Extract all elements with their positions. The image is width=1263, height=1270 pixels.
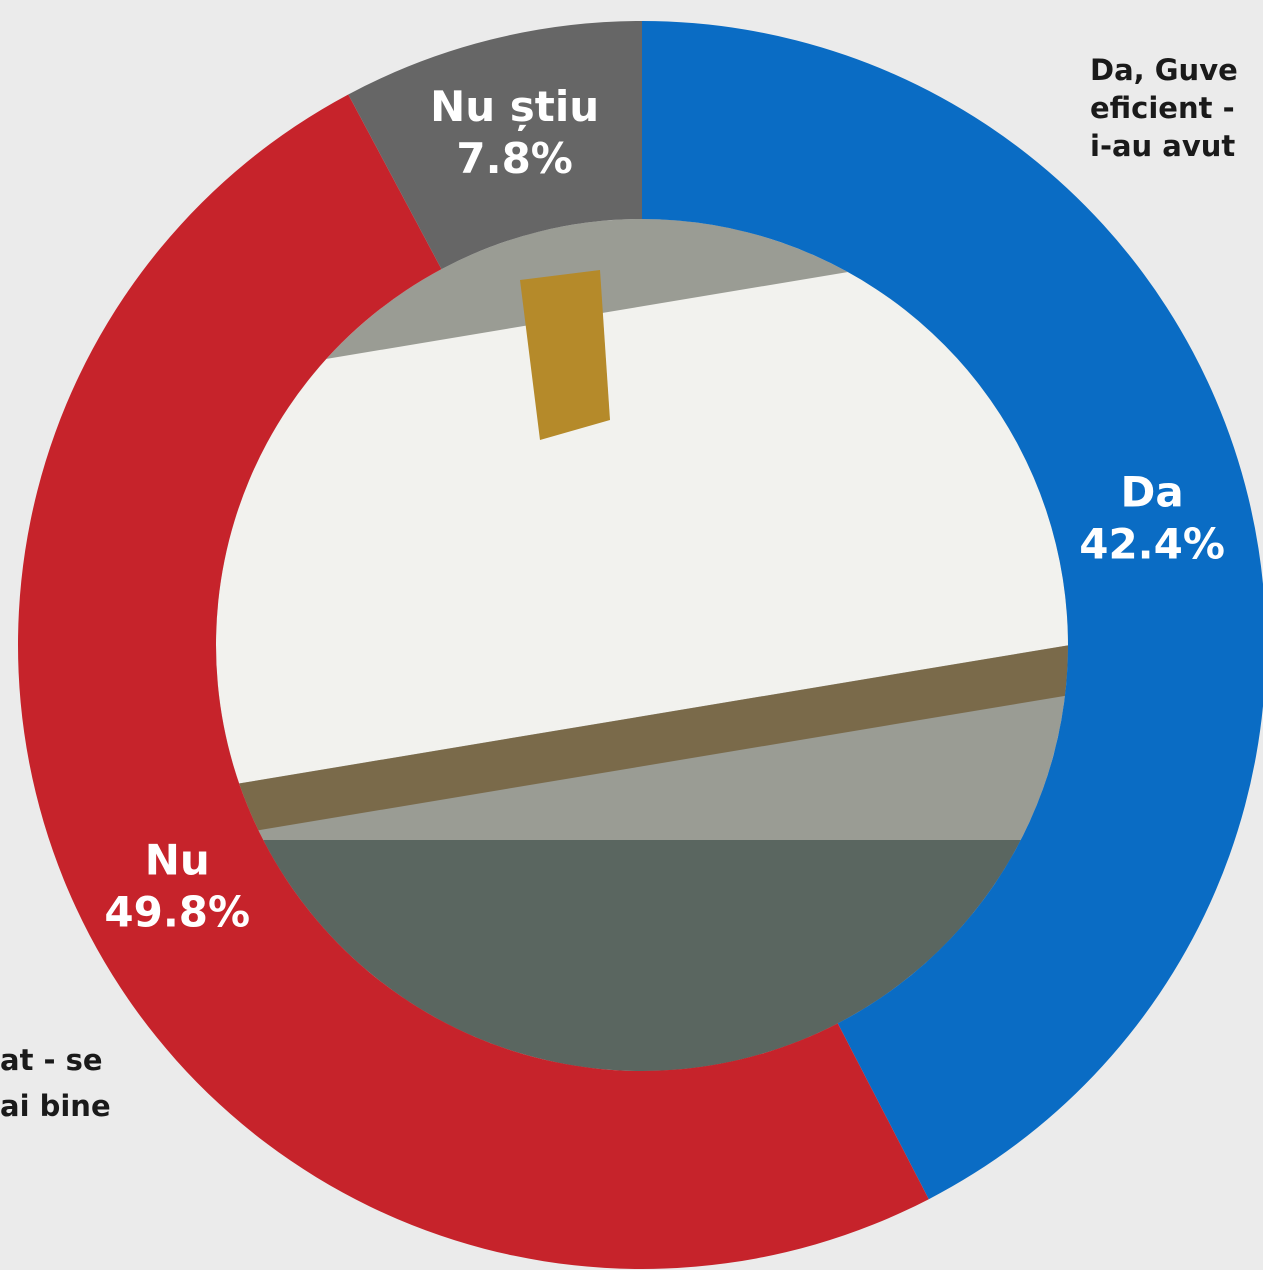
- donut-segment: [17, 94, 929, 1270]
- annotation: at - se: [0, 1043, 103, 1077]
- value-label: 49.8%: [104, 888, 250, 937]
- segment-label: Da: [1120, 467, 1183, 516]
- value-label: 42.4%: [1079, 519, 1225, 568]
- annotation: ai bine: [0, 1089, 111, 1123]
- annotation: i-au avut: [1090, 129, 1235, 163]
- annotation: Da, Guve: [1090, 53, 1238, 87]
- value-label: 7.8%: [456, 134, 572, 183]
- donut-segment: [348, 21, 642, 270]
- donut-segment: [642, 21, 1263, 1200]
- photo: [216, 219, 1068, 1071]
- segment-label: Nu: [145, 836, 210, 885]
- annotation: eficient -: [1090, 91, 1235, 125]
- segment-label: Nu știu: [430, 82, 599, 132]
